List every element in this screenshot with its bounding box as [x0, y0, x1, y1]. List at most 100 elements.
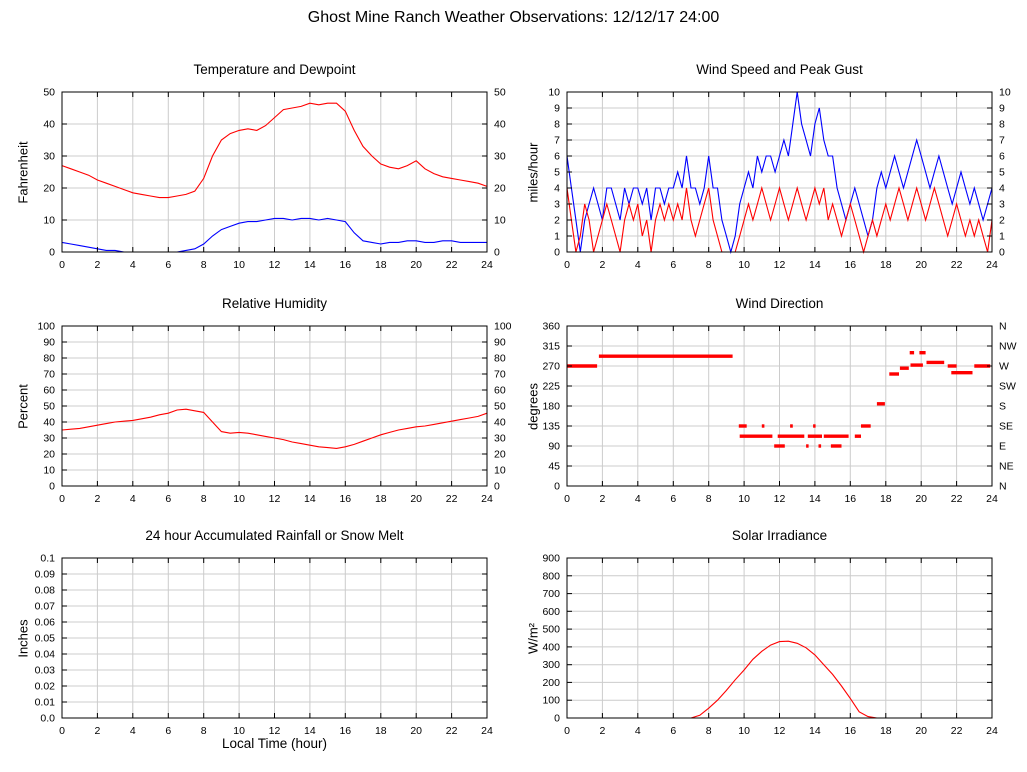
- svg-text:10: 10: [233, 259, 245, 271]
- svg-text:14: 14: [809, 493, 821, 505]
- svg-text:360: 360: [542, 321, 560, 333]
- svg-text:10: 10: [494, 215, 506, 227]
- svg-text:2: 2: [554, 215, 560, 227]
- chart-title: 24 hour Accumulated Rainfall or Snow Mel…: [145, 528, 404, 543]
- page-title: Ghost Mine Ranch Weather Observations: 1…: [307, 9, 720, 26]
- svg-text:2: 2: [999, 215, 1005, 227]
- svg-text:0: 0: [554, 481, 560, 493]
- svg-text:4: 4: [635, 725, 641, 737]
- svg-text:90: 90: [494, 337, 506, 349]
- svg-text:20: 20: [915, 493, 927, 505]
- svg-text:0: 0: [999, 247, 1005, 259]
- svg-text:8: 8: [201, 725, 207, 737]
- svg-text:30: 30: [494, 433, 506, 445]
- svg-text:9: 9: [554, 103, 560, 115]
- svg-text:0.1: 0.1: [40, 553, 55, 565]
- svg-text:12: 12: [774, 259, 786, 271]
- svg-text:10: 10: [233, 725, 245, 737]
- svg-text:500: 500: [542, 624, 560, 636]
- svg-text:8: 8: [201, 259, 207, 271]
- chart-title: Relative Humidity: [221, 296, 328, 311]
- svg-text:14: 14: [304, 259, 316, 271]
- svg-text:NE: NE: [999, 461, 1014, 473]
- svg-text:24: 24: [986, 259, 998, 271]
- svg-text:10: 10: [43, 465, 55, 477]
- svg-text:6: 6: [554, 151, 560, 163]
- svg-text:300: 300: [542, 659, 560, 671]
- svg-text:0.0: 0.0: [40, 713, 55, 725]
- svg-text:18: 18: [880, 493, 892, 505]
- svg-text:16: 16: [844, 725, 856, 737]
- svg-text:10: 10: [738, 259, 750, 271]
- svg-text:50: 50: [494, 87, 506, 99]
- svg-text:6: 6: [999, 151, 1005, 163]
- chart-wind-direction: Wind Direction degrees 0 2 4 6 8 10 12 14 16 18 20…: [513, 292, 1027, 528]
- svg-text:1: 1: [999, 231, 1005, 243]
- svg-text:60: 60: [494, 385, 506, 397]
- svg-text:16: 16: [844, 259, 856, 271]
- chart-title: Wind Speed and Peak Gust: [696, 62, 863, 77]
- svg-text:60: 60: [43, 385, 55, 397]
- svg-text:24: 24: [986, 725, 998, 737]
- svg-text:10: 10: [494, 465, 506, 477]
- chart-title: Solar Irradiance: [731, 528, 828, 543]
- svg-text:10: 10: [738, 493, 750, 505]
- svg-text:40: 40: [43, 119, 55, 131]
- svg-text:7: 7: [999, 135, 1005, 147]
- svg-text:N: N: [999, 481, 1007, 493]
- svg-text:40: 40: [494, 119, 506, 131]
- svg-text:14: 14: [304, 725, 316, 737]
- svg-text:SW: SW: [999, 381, 1016, 393]
- svg-text:3: 3: [554, 199, 560, 211]
- svg-text:N: N: [999, 321, 1007, 333]
- svg-text:E: E: [999, 441, 1006, 453]
- svg-text:8: 8: [706, 259, 712, 271]
- svg-text:22: 22: [951, 259, 963, 271]
- svg-text:6: 6: [165, 725, 171, 737]
- svg-text:0.09: 0.09: [35, 569, 56, 581]
- svg-text:12: 12: [269, 259, 281, 271]
- svg-text:W: W: [999, 361, 1009, 373]
- svg-text:8: 8: [999, 119, 1005, 131]
- svg-text:22: 22: [951, 493, 963, 505]
- svg-text:0.07: 0.07: [35, 601, 56, 613]
- svg-text:12: 12: [269, 493, 281, 505]
- svg-text:18: 18: [880, 725, 892, 737]
- svg-text:0.01: 0.01: [35, 697, 56, 709]
- svg-text:0: 0: [564, 725, 570, 737]
- svg-text:30: 30: [43, 151, 55, 163]
- svg-text:22: 22: [446, 259, 458, 271]
- svg-text:70: 70: [494, 369, 506, 381]
- svg-text:24: 24: [986, 493, 998, 505]
- svg-text:14: 14: [809, 259, 821, 271]
- svg-text:4: 4: [999, 183, 1005, 195]
- svg-text:0.03: 0.03: [35, 665, 56, 677]
- svg-text:2: 2: [94, 259, 100, 271]
- svg-text:4: 4: [635, 493, 641, 505]
- svg-text:18: 18: [375, 725, 387, 737]
- svg-text:S: S: [999, 401, 1006, 413]
- svg-text:5: 5: [554, 167, 560, 179]
- svg-text:0: 0: [59, 493, 65, 505]
- svg-text:16: 16: [339, 725, 351, 737]
- svg-text:16: 16: [339, 259, 351, 271]
- svg-text:0.04: 0.04: [35, 649, 56, 661]
- svg-text:10: 10: [999, 87, 1011, 99]
- svg-text:100: 100: [542, 695, 560, 707]
- rainfall-plot: 0 2 4 6 8 10 12 14 16 18 20 22 240.00.010.020.030.04…: [35, 553, 493, 738]
- svg-text:270: 270: [542, 361, 560, 373]
- svg-text:1: 1: [554, 231, 560, 243]
- svg-text:20: 20: [494, 449, 506, 461]
- svg-text:8: 8: [706, 493, 712, 505]
- svg-text:18: 18: [375, 259, 387, 271]
- svg-text:0.05: 0.05: [35, 633, 56, 645]
- svg-text:10: 10: [548, 87, 560, 99]
- svg-text:2: 2: [599, 725, 605, 737]
- svg-text:180: 180: [542, 401, 560, 413]
- svg-text:50: 50: [43, 401, 55, 413]
- svg-text:90: 90: [43, 337, 55, 349]
- svg-text:20: 20: [410, 493, 422, 505]
- svg-text:0: 0: [49, 481, 55, 493]
- svg-text:40: 40: [494, 417, 506, 429]
